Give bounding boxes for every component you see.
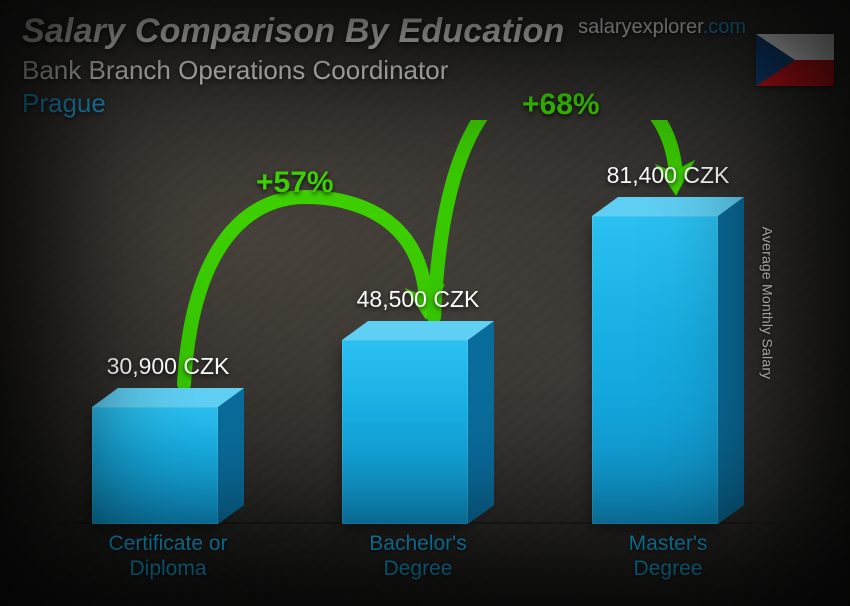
bar-label-line: Degree: [384, 557, 453, 580]
growth-label: +57%: [256, 166, 334, 200]
infographic-canvas: Salary Comparison By Education Bank Bran…: [0, 0, 850, 606]
bar-label-line: Degree: [634, 557, 703, 580]
bar-label: Bachelor'sDegree: [308, 532, 528, 582]
bar-label: Certificate orDiploma: [58, 532, 278, 582]
bar-value: 48,500 CZK: [308, 286, 528, 313]
bar-value: 81,400 CZK: [558, 162, 778, 189]
bar: [592, 190, 744, 524]
bar-label-line: Diploma: [129, 557, 206, 580]
bar-label-line: Bachelor's: [369, 532, 466, 555]
bar: [92, 381, 244, 524]
bar-label-line: Certificate or: [108, 532, 227, 555]
city-name: Prague: [22, 88, 828, 119]
flag-icon: [756, 34, 834, 86]
brand-name: salaryexplorer: [578, 16, 703, 38]
growth-label: +68%: [522, 88, 600, 122]
job-title: Bank Branch Operations Coordinator: [22, 55, 828, 86]
brand-watermark: salaryexplorer.com: [578, 16, 746, 39]
bar-value: 30,900 CZK: [58, 353, 278, 380]
bar: [342, 314, 494, 524]
bar-chart: 30,900 CZK Certificate orDiploma 48,500 CZ…: [40, 120, 790, 582]
bar-label: Master'sDegree: [558, 532, 778, 582]
brand-domain: .com: [703, 16, 746, 38]
bar-label-line: Master's: [629, 532, 708, 555]
